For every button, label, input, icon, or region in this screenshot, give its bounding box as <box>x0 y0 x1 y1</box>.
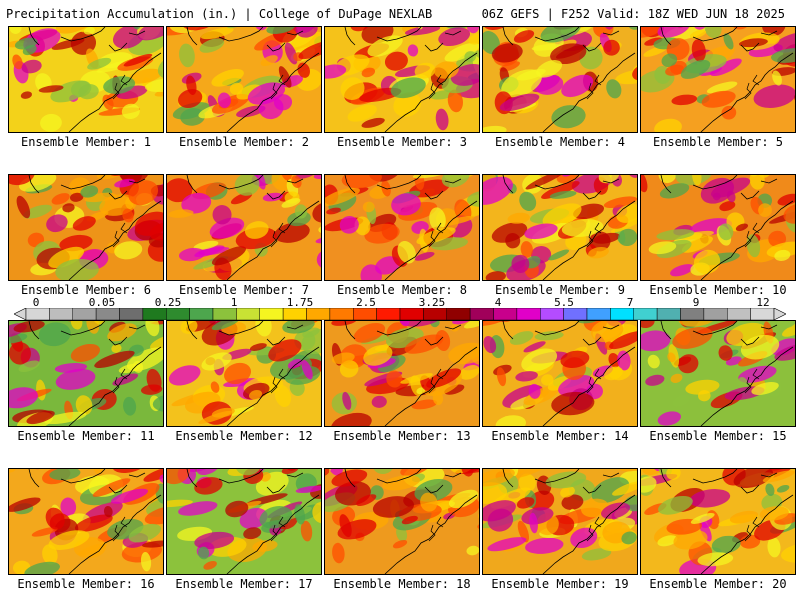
ensemble-member-map <box>324 174 480 281</box>
ensemble-member-map <box>166 26 322 133</box>
colorbar-tick-label: 7 <box>626 296 634 309</box>
ensemble-member-map <box>640 26 796 133</box>
ensemble-member-label: Ensemble Member: 6 <box>20 283 152 297</box>
ensemble-member-map <box>8 26 164 133</box>
colorbar-segment <box>423 308 447 320</box>
ensemble-member-map <box>8 174 164 281</box>
colorbar-tick-label: 9 <box>692 296 700 309</box>
colorbar-segment <box>563 308 588 320</box>
colorbar-segment <box>72 308 97 320</box>
colorbar-right-arrow <box>773 308 786 320</box>
colorbar-segment <box>680 308 705 320</box>
ensemble-member-label: Ensemble Member: 19 <box>491 577 629 591</box>
colorbar-segment <box>703 308 728 320</box>
ensemble-member-label: Ensemble Member: 1 <box>20 135 152 149</box>
colorbar-segment <box>586 308 611 320</box>
colorbar-segment <box>633 308 658 320</box>
ensemble-member-label: Ensemble Member: 11 <box>17 429 155 443</box>
ensemble-member-label: Ensemble Member: 8 <box>336 283 468 297</box>
ensemble-member-map <box>640 468 796 575</box>
colorbar-tick-label: 0.25 <box>154 296 182 309</box>
colorbar-segment <box>189 308 214 320</box>
colorbar-segment <box>259 308 284 320</box>
colorbar-segment <box>95 308 120 320</box>
colorbar-tick-label: 0.05 <box>88 296 116 309</box>
colorbar-segment <box>727 308 751 320</box>
colorbar-segment <box>282 308 307 320</box>
colorbar-segment <box>610 308 634 320</box>
colorbar-segment <box>353 308 377 320</box>
ensemble-member-map <box>324 468 480 575</box>
colorbar-segment <box>656 308 681 320</box>
colorbar-segment <box>540 308 564 320</box>
colorbar-tick-label: 4 <box>494 296 502 309</box>
run-valid-time: 06Z GEFS | F252 Valid: 18Z WED JUN 18 20… <box>481 7 785 21</box>
ensemble-member-label: Ensemble Member: 17 <box>175 577 313 591</box>
map-title: Precipitation Accumulation (in.) | Colle… <box>6 7 433 21</box>
ensemble-member-label: Ensemble Member: 12 <box>175 429 313 443</box>
ensemble-member-map <box>166 320 322 427</box>
ensemble-member-map <box>482 174 638 281</box>
ensemble-member-map <box>8 468 164 575</box>
ensemble-member-label: Ensemble Member: 9 <box>494 283 626 297</box>
ensemble-member-map <box>324 320 480 427</box>
colorbar-tick-label: 1.75 <box>286 296 314 309</box>
ensemble-member-label: Ensemble Member: 4 <box>494 135 626 149</box>
colorbar-tick-label: 2.5 <box>356 296 376 309</box>
colorbar-segment <box>516 308 541 320</box>
ensemble-member-map <box>166 174 322 281</box>
colorbar-segment <box>306 308 331 320</box>
colorbar-segment <box>236 308 260 320</box>
colorbar-segment <box>212 308 237 320</box>
ensemble-member-map <box>640 174 796 281</box>
ensemble-member-label: Ensemble Member: 15 <box>649 429 787 443</box>
colorbar-segment <box>493 308 518 320</box>
ensemble-member-map <box>482 26 638 133</box>
ensemble-member-map <box>166 468 322 575</box>
colorbar-segment <box>119 308 144 320</box>
ensemble-member-map <box>324 26 480 133</box>
ensemble-member-label: Ensemble Member: 14 <box>491 429 629 443</box>
colorbar-segment <box>376 308 401 320</box>
ensemble-member-map <box>482 468 638 575</box>
ensemble-member-map <box>482 320 638 427</box>
ensemble-member-label: Ensemble Member: 5 <box>652 135 784 149</box>
ensemble-member-map <box>640 320 796 427</box>
ensemble-member-label: Ensemble Member: 2 <box>178 135 310 149</box>
colorbar-segment <box>142 308 167 320</box>
ensemble-member-label: Ensemble Member: 18 <box>333 577 471 591</box>
ensemble-member-label: Ensemble Member: 7 <box>178 283 310 297</box>
colorbar-segment <box>446 308 471 320</box>
colorbar-segment <box>329 308 354 320</box>
colorbar-segment <box>166 308 190 320</box>
ensemble-member-label: Ensemble Member: 3 <box>336 135 468 149</box>
colorbar-segment <box>750 308 775 320</box>
ensemble-member-map <box>8 320 164 427</box>
colorbar-segment <box>399 308 424 320</box>
colorbar-tick-label: 1 <box>230 296 238 309</box>
ensemble-member-label: Ensemble Member: 10 <box>649 283 787 297</box>
colorbar-left-arrow <box>14 308 27 320</box>
colorbar-segment <box>25 308 50 320</box>
colorbar-tick-label: 3.25 <box>418 296 446 309</box>
colorbar-segment <box>469 308 494 320</box>
colorbar-tick-label: 12 <box>756 296 770 309</box>
colorbar-tick-label: 5.5 <box>554 296 574 309</box>
precipitation-colorbar <box>14 308 786 320</box>
ensemble-member-label: Ensemble Member: 20 <box>649 577 787 591</box>
colorbar-tick-label: 0 <box>32 296 40 309</box>
ensemble-member-label: Ensemble Member: 13 <box>333 429 471 443</box>
ensemble-member-label: Ensemble Member: 16 <box>17 577 155 591</box>
colorbar-segment <box>49 308 73 320</box>
